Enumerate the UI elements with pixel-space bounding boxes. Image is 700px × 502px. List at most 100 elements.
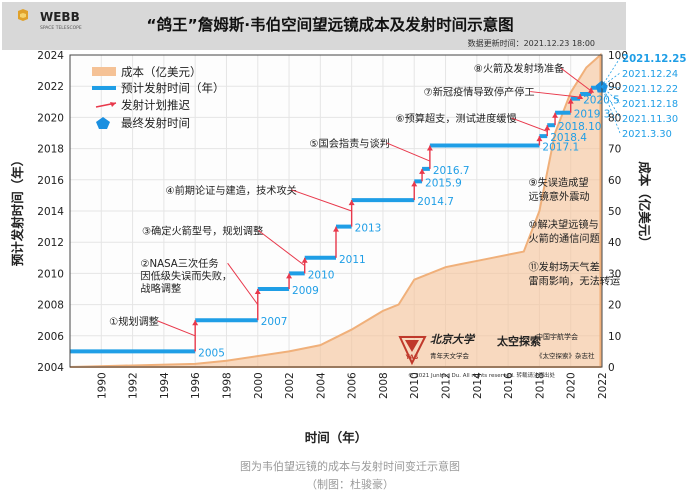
plan-label: 2005	[198, 347, 225, 359]
delay-arrow	[254, 289, 261, 294]
date-pointer	[601, 86, 621, 104]
annotation: ②NASA三次任务	[140, 257, 218, 270]
svg-text:YAS: YAS	[405, 354, 419, 361]
annotation: ⑥预算超支，测试进度缓慢	[395, 112, 516, 125]
y-right-tick-label: 60	[608, 175, 621, 187]
y-right-tick-label: 20	[608, 300, 621, 312]
plan-labels: 2005200720092010201120132014.72015.92016…	[198, 95, 620, 360]
annotation-pointer	[530, 91, 581, 98]
delay-arrow	[544, 125, 551, 131]
space-logo: 太空探索	[496, 334, 541, 348]
delay-arrow	[426, 145, 433, 151]
x-tick-label: 2006	[347, 372, 359, 399]
plan-label: 2017.1	[542, 141, 579, 153]
plan-label: 2015.9	[425, 177, 462, 189]
plan-label: 2010	[308, 269, 335, 281]
annotation: ⑦新冠疫情导致停产停工	[424, 86, 535, 99]
y-right-tick-label: 100	[608, 50, 628, 62]
plan-label: 2011	[339, 254, 366, 266]
delay-arrow	[567, 98, 574, 104]
annotation: ③确定火箭型号，规划调整	[142, 224, 263, 237]
y-right-tick-label: 70	[608, 144, 621, 156]
delay-arrow	[536, 136, 543, 142]
delay-arrow	[333, 226, 339, 232]
csa-name: 中国宇航学会	[536, 332, 578, 341]
delay-arrow	[286, 273, 293, 279]
annotation: 战略调整	[140, 282, 181, 295]
y-left-tick-label: 2008	[37, 300, 64, 312]
y-left-tick-label: 2004	[37, 362, 64, 374]
date-label: 2021.3.30	[622, 129, 672, 140]
x-tick-label: 2020	[566, 372, 578, 399]
x-tick-label: 2010	[409, 372, 421, 399]
annotation: ⑨失误造成望	[528, 176, 588, 189]
header-bar	[2, 2, 626, 50]
y-right-tick-label: 50	[608, 206, 621, 218]
y-right-tick-label: 0	[608, 362, 615, 374]
annotation-pointer	[386, 142, 431, 162]
y-left-tick-label: 2014	[37, 206, 64, 218]
annotation-pointer	[291, 189, 352, 212]
annotation: ①规划调整	[109, 315, 159, 328]
right-dates: 2021.12.25 2021.12.24 2021.12.22 2021.12.18…	[601, 54, 686, 140]
y-left-tick-label: 2018	[37, 144, 64, 156]
y-left-tick-label: 2010	[37, 268, 64, 280]
plot-frame	[69, 54, 603, 368]
plan-label: 2007	[261, 316, 288, 328]
pku-sub: 青年天文学会	[430, 351, 470, 360]
delay-arrow	[192, 320, 199, 326]
pku-logo: YAS	[398, 336, 427, 366]
y-right-tick-label: 10	[608, 331, 621, 343]
date-pointer	[601, 57, 621, 87]
annotation: 火箭的通信问题	[528, 232, 599, 245]
cost-area	[69, 52, 602, 368]
update-time: 数据更新时间：2021.12.23 18:00	[468, 38, 595, 48]
caption-line1: 图为韦伯望远镜的成本与发射时间变迁示意图	[240, 460, 460, 473]
x-tick-label: 2014	[472, 372, 484, 399]
legend-delay: 发射计划推迟	[121, 98, 190, 112]
legend: 成本（亿美元） 预计发射时间（年） 发射计划推迟 最终发射时间	[92, 65, 225, 130]
x-tick-label: 1990	[96, 372, 108, 399]
annotation-pointer	[560, 67, 592, 92]
plan-series	[70, 85, 601, 354]
y-axis-left-label: 预计发射时间（年）	[10, 154, 25, 267]
legend-cost-swatch	[92, 67, 116, 76]
caption-line2: （制图：杜骏豪）	[306, 478, 394, 491]
x-tick-label: 1992	[128, 372, 140, 399]
plan-label: 2014.7	[417, 196, 454, 208]
date-label: 2021.11.30	[622, 114, 678, 125]
date-label: 2021.12.24	[622, 69, 678, 80]
date-pointer	[601, 86, 621, 134]
webb-logo: WEBB SPACE TELESCOPE	[18, 9, 82, 31]
annotation: ⑪发射场天气差	[528, 260, 599, 273]
x-tick-label: 2012	[441, 372, 453, 399]
magazine-name: 《太空探索》杂志社	[536, 351, 595, 360]
x-tick-label: 1998	[221, 372, 233, 399]
delay-arrow	[577, 94, 584, 99]
plan-label: 2016.7	[433, 165, 470, 177]
plan-label: 2009	[292, 285, 319, 297]
y-right-tick-label: 80	[608, 112, 621, 124]
annotation: ④前期论证与建造，技术攻关	[165, 184, 296, 197]
plan-label: 2018.4	[550, 132, 587, 144]
date-label: 2021.12.25	[622, 54, 686, 65]
plan-label: 2019.3	[574, 109, 611, 121]
x-tick-label: 2000	[253, 372, 265, 399]
legend-plan: 预计发射时间（年）	[121, 81, 225, 95]
logo-text: WEBB	[40, 10, 80, 24]
annotation: ⑧火箭及发射场准备	[474, 62, 565, 75]
legend-final-swatch	[96, 117, 110, 129]
annotation: 远镜意外震动	[528, 190, 589, 203]
pku-name: 北京大学	[430, 333, 476, 346]
x-tick-label: 1994	[159, 372, 171, 399]
annotation-pointer	[511, 117, 548, 132]
x-tick-label: 2004	[315, 372, 327, 399]
delay-arrow	[419, 168, 426, 174]
x-axis-label: 时间（年）	[305, 430, 368, 445]
y-axis-left: 2004 2006 2008 2010 2012 2014 2016 2018 2020 2022…	[37, 50, 64, 374]
annotation-pointer	[257, 230, 306, 266]
delay-arrow	[301, 257, 308, 263]
x-tick-label: 2002	[284, 372, 296, 399]
